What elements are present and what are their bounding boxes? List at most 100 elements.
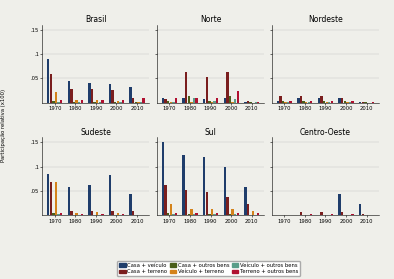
Bar [140,102,142,103]
Bar [70,211,72,215]
Bar [320,212,323,215]
Bar [359,204,361,215]
Bar [300,212,302,215]
Bar [226,197,229,215]
Bar [167,101,169,103]
Bar [73,102,75,103]
Bar [257,213,260,215]
Bar [349,102,351,103]
Bar [75,213,78,215]
Bar [216,98,218,103]
Title: Brasil: Brasil [85,15,107,24]
Bar [325,102,328,103]
Bar [362,102,364,103]
Bar [364,102,366,103]
Bar [234,214,236,215]
Bar [236,91,239,103]
Bar [193,214,195,215]
Bar [47,59,49,103]
Bar [307,102,310,103]
Bar [80,100,83,103]
Bar [211,209,213,215]
Bar [372,102,374,103]
Bar [206,77,208,103]
Bar [47,174,49,215]
Bar [188,96,190,103]
Bar [50,74,52,103]
Bar [185,189,188,215]
Bar [290,101,292,103]
Bar [244,187,247,215]
Bar [195,213,198,215]
Bar [58,102,60,103]
Bar [117,213,119,215]
Bar [130,194,132,215]
Bar [164,99,167,103]
Bar [58,214,60,215]
Bar [182,98,185,103]
Bar [247,204,249,215]
Bar [323,101,325,103]
Bar [362,214,364,215]
Bar [206,192,208,215]
Bar [190,102,193,103]
Bar [284,102,287,103]
Bar [231,209,234,215]
Bar [112,211,114,215]
Bar [172,102,175,103]
Bar [305,102,307,103]
Bar [52,101,55,103]
Bar [351,214,354,215]
Bar [68,187,70,215]
Bar [257,102,260,103]
Bar [195,98,198,103]
Bar [208,101,210,103]
Bar [80,214,83,215]
Bar [252,211,255,215]
Bar [122,100,124,103]
Bar [224,167,226,215]
Bar [185,72,188,103]
Bar [229,96,231,103]
Bar [279,97,282,103]
Bar [96,100,98,103]
Bar [75,100,78,103]
Bar [224,98,226,103]
Bar [172,214,175,215]
Bar [122,214,124,215]
Bar [208,214,210,215]
Bar [247,101,249,103]
Bar [216,213,218,215]
Bar [297,98,299,103]
Bar [137,102,139,103]
Bar [328,102,331,103]
Bar [169,204,172,215]
Bar [234,99,236,103]
Title: Sul: Sul [205,128,217,137]
Bar [331,101,333,103]
Bar [96,212,98,215]
Bar [68,81,70,103]
Bar [91,211,93,215]
Bar [331,214,333,215]
Bar [114,102,116,103]
Bar [132,211,134,215]
Bar [341,98,343,103]
Bar [175,213,177,215]
Bar [142,98,145,103]
Bar [109,84,111,103]
Bar [310,101,312,103]
Bar [255,102,257,103]
Bar [236,213,239,215]
Bar [300,97,302,103]
Bar [341,212,343,215]
Bar [244,102,247,103]
Bar [98,102,101,103]
Bar [50,182,52,215]
Bar [101,100,104,103]
Title: Centro-Oeste: Centro-Oeste [300,128,351,137]
Bar [55,182,57,215]
Bar [203,157,205,215]
Bar [88,185,91,215]
Bar [277,101,279,103]
